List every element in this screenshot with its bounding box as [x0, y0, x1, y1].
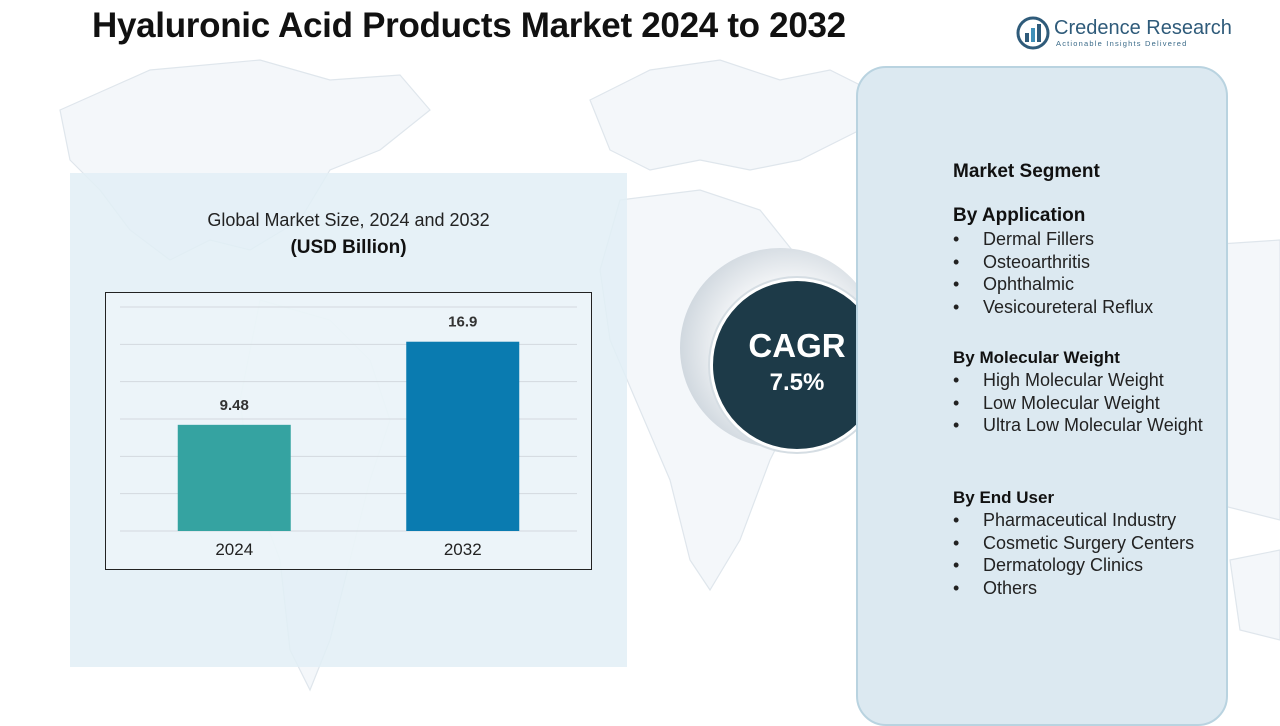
bar-chart: 9.48 2024 16.9 2032	[120, 306, 577, 559]
market-segment-panel: Market Segment By Application • Dermal Fi…	[856, 66, 1228, 726]
logo-name: Credence Research	[1054, 17, 1232, 39]
segment-item: • High Molecular Weight	[953, 369, 1228, 392]
segment-item-label: Ultra Low Molecular Weight	[983, 415, 1203, 435]
segment-group-application: By Application • Dermal Fillers • Osteoart…	[953, 205, 1228, 318]
segment-item-label: Dermatology Clinics	[983, 555, 1144, 575]
chart-frame: 9.48 2024 16.9 2032	[105, 292, 592, 570]
segment-list: • High Molecular Weight • Low Molecular We…	[953, 369, 1228, 437]
segment-group-end-user: By End User • Pharmaceutical Industry • Co…	[953, 488, 1228, 599]
segment-list: • Pharmaceutical Industry • Cosmetic Surge…	[953, 509, 1228, 599]
segment-item-label: Low Molecular Weight	[983, 392, 1160, 413]
bullet-icon: •	[953, 532, 960, 553]
segment-item-label: High Molecular Weight	[983, 370, 1164, 390]
bullet-icon: •	[953, 251, 960, 272]
segment-item-label: Cosmetic Surgery Centers	[983, 532, 1195, 553]
data-label-2032: 16.9	[448, 314, 477, 331]
segment-item: • Ophthalmic	[953, 273, 1228, 296]
credence-logo-icon	[1016, 16, 1050, 50]
segment-group-molecular-weight: By Molecular Weight • High Molecular Weig…	[953, 348, 1228, 437]
chart-title: Global Market Size, 2024 and 2032	[207, 210, 490, 230]
segment-item: • Vesicoureteral Reflux	[953, 296, 1228, 319]
bullet-icon: •	[953, 415, 960, 435]
data-label-2024: 9.48	[220, 397, 249, 414]
segment-item-label: Dermal Fillers	[983, 229, 1095, 249]
segment-item: • Pharmaceutical Industry	[953, 509, 1228, 532]
segment-item: • Others	[953, 577, 1228, 600]
bullet-icon: •	[953, 510, 960, 530]
brand-logo: Credence Research Actionable Insights De…	[1016, 16, 1236, 50]
x-tick-label-2024: 2024	[215, 540, 253, 559]
segment-item-label: Osteoarthritis	[983, 251, 1091, 272]
segment-item-label: Vesicoureteral Reflux	[983, 296, 1154, 317]
bullet-icon: •	[953, 229, 960, 249]
bullet-icon: •	[953, 577, 960, 598]
segment-heading: Market Segment	[953, 161, 1100, 182]
market-size-chart-panel: Global Market Size, 2024 and 2032 (USD B…	[70, 173, 627, 667]
x-tick-label-2032: 2032	[444, 540, 482, 559]
segment-item: • Low Molecular Weight	[953, 392, 1228, 415]
chart-unit-label: (USD Billion)	[290, 237, 407, 258]
cagr-value: 7.5%	[769, 369, 825, 396]
bullet-icon: •	[953, 296, 960, 317]
segment-item: • Osteoarthritis	[953, 251, 1228, 274]
bar-2032	[406, 341, 520, 531]
logo-tagline: Actionable Insights Delivered	[1056, 39, 1188, 48]
segment-item: • Cosmetic Surgery Centers	[953, 532, 1228, 555]
bullet-icon: •	[953, 555, 960, 575]
bullet-icon: •	[953, 392, 960, 413]
bullet-icon: •	[953, 370, 960, 390]
segment-list: • Dermal Fillers • Osteoarthritis • Ophthal…	[953, 228, 1228, 318]
bullet-icon: •	[953, 274, 960, 294]
bar-2024	[177, 424, 291, 531]
segment-group-title: By Application	[953, 205, 1086, 226]
segment-item: • Dermal Fillers	[953, 228, 1228, 251]
segment-item-label: Pharmaceutical Industry	[983, 510, 1177, 530]
segment-group-title: By End User	[953, 488, 1055, 507]
segment-item: • Ultra Low Molecular Weight	[953, 414, 1228, 437]
segment-item: • Dermatology Clinics	[953, 554, 1228, 577]
segment-item-label: Others	[983, 577, 1038, 598]
cagr-badge: CAGR 7.5%	[710, 278, 884, 452]
cagr-label: CAGR	[748, 327, 846, 364]
page-title: Hyaluronic Acid Products Market 2024 to …	[92, 6, 846, 45]
segment-item-label: Ophthalmic	[983, 274, 1075, 294]
segment-group-title: By Molecular Weight	[953, 348, 1120, 367]
